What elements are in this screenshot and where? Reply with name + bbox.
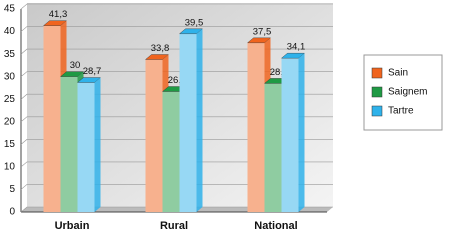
legend-label: Sain — [388, 68, 408, 79]
bar — [43, 25, 61, 212]
grid-line — [20, 71, 333, 77]
bar — [60, 76, 78, 213]
y-tick-label: 25 — [4, 94, 16, 105]
grid-line — [20, 139, 333, 145]
grid-line — [20, 26, 333, 32]
y-tick-label: 20 — [4, 116, 16, 127]
bar — [264, 83, 282, 212]
bar — [281, 58, 299, 212]
x-tick-label: National — [254, 220, 297, 232]
y-tick-label: 40 — [4, 26, 16, 37]
value-label: 26,7 — [168, 75, 187, 86]
grid-line — [20, 48, 333, 55]
value-label: 37,5 — [253, 26, 272, 37]
legend-label: Saignem — [388, 87, 427, 98]
grid-line — [20, 206, 333, 213]
value-label: 30 — [70, 60, 81, 71]
y-tick-label: 30 — [4, 71, 16, 82]
y-tick-label: 15 — [4, 139, 16, 150]
value-label: 28,7 — [83, 66, 102, 77]
grid-line — [20, 93, 333, 100]
bar — [77, 82, 95, 212]
grid-line — [20, 116, 333, 123]
bar — [145, 59, 163, 212]
bar-side — [94, 77, 101, 212]
x-tick-label: Urbain — [55, 220, 90, 232]
value-label: 39,5 — [185, 17, 204, 28]
legend-swatch — [371, 105, 383, 117]
x-tick-label: Rural — [160, 220, 188, 232]
grid-line — [20, 184, 333, 190]
bar-side — [298, 53, 305, 212]
bar — [247, 42, 265, 213]
y-tick-label: 45 — [4, 4, 16, 15]
y-tick-label: 5 — [9, 184, 15, 195]
grid-line — [20, 3, 333, 10]
legend-label: Tartre — [388, 106, 414, 117]
value-label: 28,5 — [270, 67, 289, 78]
bar — [179, 33, 197, 212]
value-label: 33,8 — [151, 43, 170, 54]
bar — [162, 91, 180, 212]
legend-swatch — [371, 67, 383, 79]
bar-side — [196, 28, 203, 212]
y-tick-label: 35 — [4, 49, 16, 60]
y-tick-label: 10 — [4, 162, 16, 173]
grid-line — [20, 161, 333, 168]
y-tick-label: 0 — [9, 207, 15, 218]
legend-swatch — [371, 86, 383, 98]
value-label: 41,3 — [49, 9, 68, 20]
value-label: 34,1 — [287, 42, 306, 53]
